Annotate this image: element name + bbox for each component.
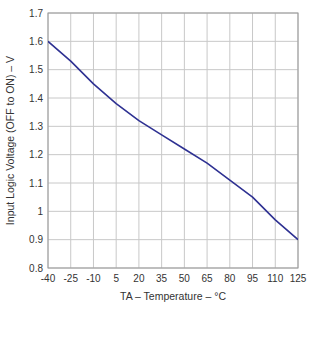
y-tick-label: 1.4 [29, 93, 43, 104]
y-tick-label: 1.5 [29, 64, 43, 75]
x-tick-label: 95 [247, 273, 259, 284]
grid-line [48, 211, 298, 212]
y-tick-label: 1.6 [29, 36, 43, 47]
grid-line [48, 183, 298, 184]
x-tick-label: 65 [202, 273, 214, 284]
grid-line [48, 69, 298, 70]
x-tick-label: -10 [86, 273, 101, 284]
grid-line [93, 13, 94, 268]
grid-line [70, 13, 71, 268]
data-line [48, 41, 298, 239]
grid-line [138, 13, 139, 268]
y-tick-label: 1.2 [29, 149, 43, 160]
grid-line [229, 13, 230, 268]
grid-line [48, 41, 298, 42]
y-tick-label: 1 [37, 206, 43, 217]
x-tick-label: -25 [64, 273, 79, 284]
grid-line [48, 126, 298, 127]
x-tick-label: 125 [290, 273, 307, 284]
x-tick-label: 20 [133, 273, 145, 284]
x-tick-label: 110 [267, 273, 283, 284]
series-group [48, 41, 298, 239]
x-tick-label: 35 [156, 273, 168, 284]
x-tick-label: 50 [179, 273, 191, 284]
grid-line [184, 13, 185, 268]
grid-line [252, 13, 253, 268]
x-axis-label: TA – Temperature – °C [120, 290, 226, 302]
y-tick-label: 1.7 [29, 8, 43, 19]
plot-frame [48, 13, 298, 268]
grid-line [275, 13, 276, 268]
grid-line [207, 13, 208, 268]
y-tick-label: 1.1 [29, 178, 43, 189]
grid-line [48, 239, 298, 240]
y-tick-label: 0.9 [29, 234, 43, 245]
grid-line [116, 13, 117, 268]
y-tick-label: 0.8 [29, 263, 43, 274]
y-axis-label: Input Logic Voltage (OFF to ON) – V [4, 56, 16, 225]
grid-line [161, 13, 162, 268]
grid-line [48, 98, 298, 99]
x-tick-label: 80 [224, 273, 236, 284]
x-tick-label: -40 [41, 273, 56, 284]
grid-line [48, 154, 298, 155]
chart: 0.8 0.9 1 1.1 1.2 1.3 1.4 1.5 1.6 1.7 -40 -25 -10 5 20… [0, 0, 315, 344]
y-tick-label: 1.3 [29, 121, 43, 132]
x-tick-label: 5 [113, 273, 119, 284]
